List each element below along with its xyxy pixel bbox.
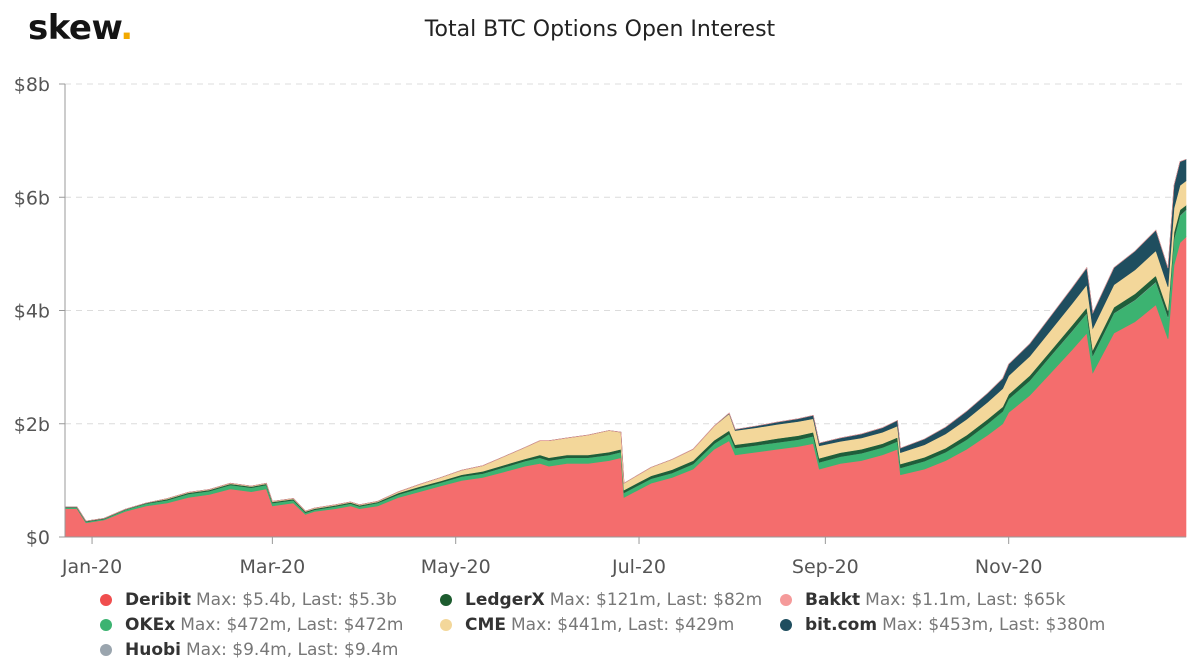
legend-marker <box>100 594 112 606</box>
legend-stats: Max: $441m, Last: $429m <box>511 615 735 635</box>
y-tick-label: $2b <box>14 414 50 436</box>
y-tick-label: $6b <box>14 187 50 209</box>
y-tick-label: $0 <box>26 527 50 549</box>
legend-stats: Max: $453m, Last: $380m <box>882 615 1106 635</box>
legend-stats: Max: $1.1m, Last: $65k <box>865 590 1066 610</box>
logo-text: skew <box>28 8 121 48</box>
legend-stats: Max: $5.4b, Last: $5.3b <box>195 590 397 610</box>
legend-marker <box>780 619 792 631</box>
legend-stats: Max: $472m, Last: $472m <box>180 615 404 635</box>
legend-item-ledgerx[interactable]: LedgerX Max: $121m, Last: $82m <box>440 590 762 610</box>
legend-name: Deribit <box>125 590 191 610</box>
legend-marker <box>780 594 792 606</box>
legend-marker <box>440 619 452 631</box>
area-chart: $0 $2b $4b $6b $8b Jan-20 Mar-20 May-20 Jul-20 Se… <box>14 74 1187 578</box>
x-tick-label: Nov-20 <box>975 556 1043 578</box>
legend-item-cme[interactable]: CME Max: $441m, Last: $429m <box>440 615 734 635</box>
y-tick-label: $8b <box>14 74 50 96</box>
legend-marker <box>440 594 452 606</box>
x-tick-label: May-20 <box>421 556 491 578</box>
legend-marker <box>100 644 112 656</box>
x-tick-label: Jan-20 <box>61 556 122 578</box>
legend-name: Bakkt <box>805 590 861 610</box>
legend-item-deribit[interactable]: Deribit Max: $5.4b, Last: $5.3b <box>100 590 397 610</box>
legend-name: OKEx <box>125 615 176 635</box>
chart-title: Total BTC Options Open Interest <box>424 17 776 42</box>
legend-stats: Max: $9.4m, Last: $9.4m <box>186 640 399 660</box>
area-bakkt <box>65 159 1187 522</box>
legend-item-huobi[interactable]: Huobi Max: $9.4m, Last: $9.4m <box>100 640 398 660</box>
logo-dot: . <box>120 8 133 48</box>
legend-marker <box>100 619 112 631</box>
x-tick-label: Jul-20 <box>611 556 666 578</box>
x-tick-label: Mar-20 <box>240 556 306 578</box>
legend-item-bit-com[interactable]: bit.com Max: $453m, Last: $380m <box>780 615 1105 635</box>
x-tick-label: Sep-20 <box>792 556 859 578</box>
y-tick-label: $4b <box>14 301 50 323</box>
legend-name: bit.com <box>805 615 878 635</box>
legend-name: CME <box>465 615 507 635</box>
legend-name: LedgerX <box>465 590 545 610</box>
legend-name: Huobi <box>125 640 182 660</box>
legend-stats: Max: $121m, Last: $82m <box>549 590 763 610</box>
legend-item-okex[interactable]: OKEx Max: $472m, Last: $472m <box>100 615 403 635</box>
skew-logo: skew. <box>28 8 133 48</box>
legend-item-bakkt[interactable]: Bakkt Max: $1.1m, Last: $65k <box>780 590 1066 610</box>
